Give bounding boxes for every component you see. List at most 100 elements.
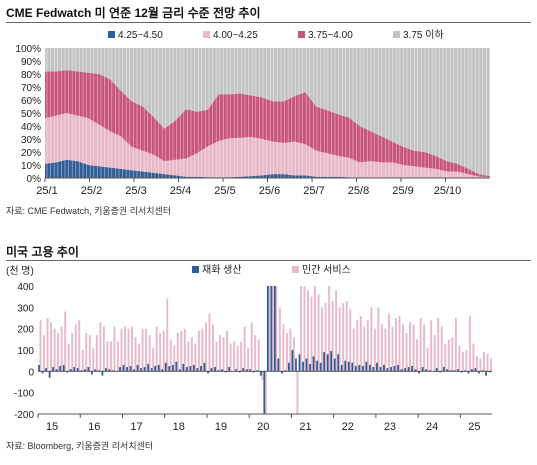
bar-services bbox=[475, 356, 478, 372]
bar-services bbox=[352, 328, 355, 372]
y-tick-label: 0% bbox=[27, 174, 42, 185]
bar-goods bbox=[393, 366, 396, 372]
bar-services bbox=[78, 320, 81, 372]
bar-services bbox=[106, 341, 109, 372]
bar-goods bbox=[414, 369, 417, 372]
bar-services bbox=[212, 324, 214, 372]
legend-label-1: 민간 서비스 bbox=[302, 264, 351, 276]
bar-services bbox=[268, 286, 271, 372]
bar-services bbox=[208, 313, 211, 372]
bar-goods bbox=[164, 362, 167, 372]
chart2-title: 미국 고용 추이 bbox=[6, 245, 79, 259]
bar-services bbox=[180, 330, 183, 372]
bar-goods bbox=[69, 369, 72, 372]
bar-services bbox=[335, 290, 338, 372]
bar-services bbox=[296, 371, 299, 414]
area-series-2 bbox=[45, 70, 490, 178]
bar-goods bbox=[154, 366, 157, 372]
chart1-title-rule bbox=[6, 22, 531, 23]
bar-goods bbox=[305, 358, 308, 372]
employment-bar-chart: (천 명) 재화 생산 민간 서비스 -200 -100 0 100 200 300 400 15 1… bbox=[6, 264, 492, 433]
x-tick-label: 25/10 bbox=[434, 185, 462, 197]
bar-goods bbox=[101, 371, 104, 376]
bar-services bbox=[95, 335, 98, 372]
bar-goods bbox=[161, 369, 164, 372]
bar-goods bbox=[228, 367, 230, 372]
x-tick-label: 17 bbox=[130, 421, 142, 433]
x-tick-label: 25/1 bbox=[36, 185, 57, 197]
bar-goods bbox=[277, 358, 280, 372]
bar-goods bbox=[45, 368, 47, 372]
bar-services bbox=[430, 320, 433, 372]
bar-goods bbox=[354, 366, 357, 372]
bar-goods bbox=[94, 369, 97, 372]
bar-services bbox=[472, 343, 475, 372]
bar-goods bbox=[288, 362, 290, 372]
bar-goods bbox=[252, 371, 255, 373]
bar-goods bbox=[185, 367, 188, 372]
bar-services bbox=[310, 296, 313, 372]
bar-services bbox=[134, 337, 137, 372]
bar-services bbox=[461, 352, 464, 372]
chart2-title-rule bbox=[6, 260, 531, 261]
bar-goods bbox=[87, 367, 90, 372]
bar-goods bbox=[245, 369, 248, 372]
y-axis-label: (천 명) bbox=[6, 265, 34, 277]
bar-services bbox=[162, 330, 165, 372]
bar-goods bbox=[449, 370, 452, 372]
bar-goods bbox=[182, 363, 185, 372]
bar-goods bbox=[471, 369, 473, 372]
bar-services bbox=[317, 294, 320, 372]
y-tick-label: 90% bbox=[21, 57, 41, 68]
bar-services bbox=[451, 337, 454, 372]
bar-services bbox=[201, 328, 204, 372]
bar-goods bbox=[383, 364, 385, 372]
bar-goods bbox=[140, 368, 142, 372]
bar-goods bbox=[214, 367, 216, 372]
bar-goods bbox=[200, 366, 202, 372]
bar-goods bbox=[446, 369, 449, 372]
bar-goods bbox=[147, 363, 150, 372]
bar-services bbox=[183, 328, 186, 372]
bar-goods bbox=[273, 286, 276, 372]
bar-goods bbox=[421, 367, 424, 372]
y-tick-label: -200 bbox=[14, 410, 34, 421]
bar-services bbox=[409, 322, 412, 372]
bar-goods bbox=[428, 370, 431, 372]
bar-services bbox=[324, 303, 327, 372]
area-series-3 bbox=[45, 48, 490, 177]
bar-services bbox=[433, 335, 436, 372]
bar-goods bbox=[376, 362, 378, 372]
bar-goods bbox=[284, 370, 287, 372]
bar-services bbox=[264, 371, 267, 414]
bar-services bbox=[240, 341, 243, 372]
bar-goods bbox=[263, 371, 266, 414]
bar-goods bbox=[52, 367, 55, 372]
bar-goods bbox=[136, 364, 139, 372]
bar-goods bbox=[196, 368, 199, 372]
bar-services bbox=[349, 309, 352, 372]
bar-services bbox=[173, 345, 176, 372]
y-tick-label: 400 bbox=[17, 282, 34, 293]
bar-goods bbox=[309, 363, 311, 372]
legend-label-2: 3.75~4.00 bbox=[308, 30, 353, 41]
bar-services bbox=[377, 307, 380, 372]
bar-goods bbox=[372, 367, 375, 372]
bar-goods bbox=[302, 361, 304, 372]
bar-goods bbox=[340, 364, 343, 372]
bar-services bbox=[465, 350, 468, 372]
x-tick-label: 21 bbox=[299, 421, 311, 433]
bar-services bbox=[380, 324, 383, 372]
bar-goods bbox=[319, 362, 322, 372]
x-tick-label: 20 bbox=[257, 421, 269, 433]
bar-goods bbox=[266, 286, 269, 372]
bar-goods bbox=[379, 367, 382, 372]
bar-services bbox=[254, 335, 257, 372]
legend-swatch-1 bbox=[203, 31, 210, 38]
bar-services bbox=[437, 318, 440, 372]
bar-goods bbox=[150, 368, 153, 372]
bar-services bbox=[328, 286, 331, 372]
bar-services bbox=[275, 286, 278, 372]
bar-services bbox=[373, 328, 376, 372]
bar-services bbox=[204, 322, 207, 372]
